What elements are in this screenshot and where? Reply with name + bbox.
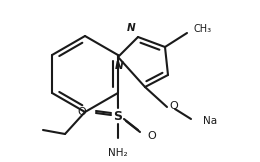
Text: NH₂: NH₂ [108, 148, 128, 158]
Text: O: O [169, 101, 178, 111]
Text: N: N [115, 61, 123, 71]
Text: N: N [126, 23, 135, 33]
Text: Na: Na [203, 116, 217, 126]
Text: O: O [77, 107, 86, 117]
Text: O: O [147, 131, 156, 141]
Text: S: S [114, 110, 122, 122]
Text: CH₃: CH₃ [193, 24, 211, 34]
